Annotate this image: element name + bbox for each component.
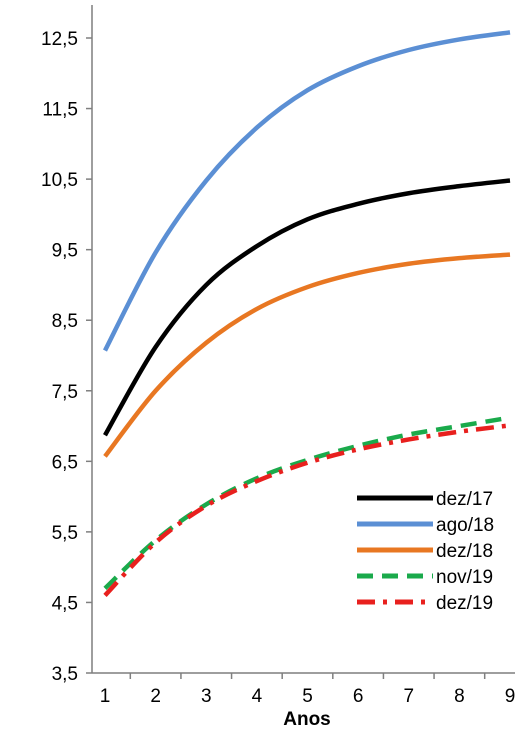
legend-label: dez/17 bbox=[436, 489, 493, 510]
y-tick-label: 7,5 bbox=[52, 382, 78, 403]
series-line-dez-17 bbox=[103, 178, 511, 437]
x-tick-label: 3 bbox=[201, 686, 212, 707]
x-tick-label: 8 bbox=[454, 686, 465, 707]
y-axis: 3,5 4,5 5,5 6,5 7,5 8,5 9,5 10,5 11,5 12,5 bbox=[41, 5, 93, 685]
y-tick-label: 4,5 bbox=[52, 593, 78, 614]
x-tick-label: 7 bbox=[403, 686, 414, 707]
x-tick-label: 1 bbox=[100, 686, 111, 707]
legend-label: nov/19 bbox=[436, 567, 493, 588]
legend-label: dez/19 bbox=[436, 593, 493, 614]
y-tick-label: 8,5 bbox=[52, 311, 78, 332]
series-layer bbox=[103, 30, 511, 597]
y-tick-label: 10,5 bbox=[41, 170, 78, 191]
y-tick-label: 12,5 bbox=[41, 29, 78, 50]
x-tick-label: 6 bbox=[353, 686, 364, 707]
series-line-dez-19 bbox=[103, 423, 511, 597]
y-tick-label: 6,5 bbox=[52, 452, 78, 473]
legend-label: dez/18 bbox=[436, 541, 493, 562]
series-line-dez-18 bbox=[103, 252, 511, 458]
legend-label: ago/18 bbox=[436, 515, 494, 536]
y-tick-label: 11,5 bbox=[42, 100, 78, 121]
y-tick-label: 3,5 bbox=[52, 664, 78, 685]
x-axis: 1 2 3 4 5 6 7 8 9 bbox=[92, 672, 516, 707]
legend: dez/17 ago/18 dez/18 nov/19 dez/19 bbox=[357, 489, 494, 614]
series-line-ago-18 bbox=[103, 30, 511, 352]
x-tick-label: 4 bbox=[252, 686, 263, 707]
y-tick-label: 5,5 bbox=[52, 523, 78, 544]
y-tick-label: 9,5 bbox=[52, 241, 78, 262]
x-axis-title: Anos bbox=[283, 709, 331, 730]
x-tick-label: 9 bbox=[505, 686, 516, 707]
x-tick-label: 2 bbox=[150, 686, 161, 707]
x-tick-label: 5 bbox=[302, 686, 313, 707]
